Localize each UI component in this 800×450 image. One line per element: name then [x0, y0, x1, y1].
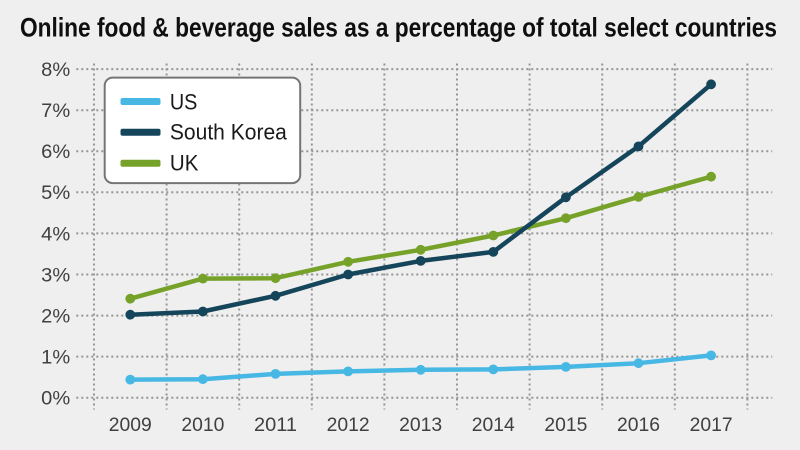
svg-text:2011: 2011: [254, 415, 297, 436]
svg-text:2013: 2013: [399, 415, 442, 436]
svg-text:UK: UK: [170, 151, 199, 176]
svg-text:US: US: [170, 89, 198, 114]
svg-text:5%: 5%: [41, 183, 70, 204]
svg-text:2012: 2012: [327, 415, 370, 436]
svg-text:2014: 2014: [472, 415, 515, 436]
svg-text:2015: 2015: [544, 415, 587, 436]
svg-text:8%: 8%: [41, 60, 70, 81]
svg-text:7%: 7%: [41, 101, 70, 122]
svg-text:1%: 1%: [41, 348, 70, 369]
svg-text:4%: 4%: [41, 224, 70, 245]
svg-text:2%: 2%: [41, 307, 70, 328]
svg-text:3%: 3%: [41, 265, 70, 286]
svg-text:2016: 2016: [617, 415, 660, 436]
svg-text:6%: 6%: [41, 142, 70, 163]
svg-text:South Korea: South Korea: [170, 120, 287, 145]
svg-text:0%: 0%: [41, 389, 70, 410]
svg-text:2010: 2010: [181, 415, 224, 436]
svg-text:2017: 2017: [690, 415, 733, 436]
svg-text:Online food & beverage sales a: Online food & beverage sales as a percen…: [20, 13, 777, 43]
svg-text:2009: 2009: [109, 415, 152, 436]
